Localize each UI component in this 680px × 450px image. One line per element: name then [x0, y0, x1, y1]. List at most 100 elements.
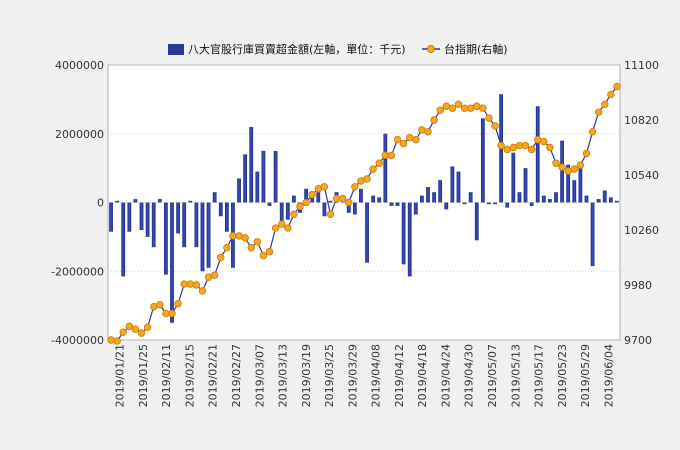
line-point-33 — [308, 190, 316, 199]
line-point-76 — [570, 165, 578, 173]
legend-line-label: 台指期(右軸) — [444, 42, 508, 56]
right-tick-3: 10260 — [624, 224, 659, 237]
line-point-52 — [424, 128, 432, 136]
line-point-71 — [540, 137, 548, 146]
x-tick-12: 2019/04/12 — [393, 344, 406, 407]
bar-series — [109, 94, 619, 323]
bar-25 — [261, 150, 266, 203]
line-point-32 — [302, 198, 310, 207]
x-axis-ticks: 2019/01/21 2019/01/25 2019/02/11 2019/02/15… — [114, 344, 616, 407]
bar-59 — [468, 192, 473, 203]
bar-33 — [310, 195, 315, 203]
bar-58 — [462, 202, 467, 205]
line-point-25 — [259, 251, 268, 260]
line-point-63 — [491, 122, 499, 130]
line-point-75 — [564, 167, 572, 175]
line-point-67 — [515, 141, 524, 150]
bar-47 — [395, 202, 400, 206]
line-point-27 — [271, 224, 280, 232]
line-point-3 — [125, 322, 134, 330]
bar-1 — [115, 200, 120, 203]
line-point-10 — [168, 309, 176, 318]
line-point-77 — [576, 161, 585, 169]
x-tick-2: 2019/02/11 — [160, 344, 173, 407]
bar-73 — [554, 192, 558, 203]
bar-8 — [157, 199, 162, 203]
bar-15 — [200, 202, 205, 272]
line-point-12 — [180, 280, 188, 288]
line-point-13 — [186, 280, 194, 288]
bar-4 — [133, 199, 138, 203]
x-tick-19: 2019/05/23 — [556, 344, 569, 407]
left-tick-3: -2000000 — [51, 265, 104, 278]
bar-53 — [432, 192, 436, 203]
line-point-43 — [369, 165, 377, 173]
bar-28 — [279, 202, 284, 224]
bar-10 — [170, 202, 174, 323]
x-tick-17: 2019/05/13 — [509, 344, 522, 407]
bar-16 — [206, 202, 211, 268]
x-tick-20: 2019/05/29 — [579, 344, 592, 407]
line-point-46 — [387, 151, 396, 160]
line-point-62 — [485, 114, 493, 122]
x-tick-13: 2019/04/18 — [416, 344, 429, 407]
line-point-23 — [247, 243, 255, 252]
x-tick-5: 2019/02/27 — [230, 344, 243, 407]
bar-77 — [578, 168, 583, 203]
bar-76 — [572, 180, 577, 203]
right-tick-5: 9700 — [624, 334, 652, 347]
legend-bar-swatch — [168, 44, 184, 55]
bar-21 — [237, 178, 241, 203]
bar-54 — [438, 180, 443, 203]
line-series — [107, 82, 621, 345]
line-point-73 — [552, 159, 560, 167]
line-point-15 — [198, 287, 207, 295]
line-point-69 — [527, 145, 536, 154]
line-point-82 — [607, 90, 615, 99]
bar-44 — [377, 197, 382, 203]
line-point-18 — [217, 253, 225, 262]
line-point-61 — [479, 104, 487, 112]
line-point-70 — [534, 135, 542, 144]
x-tick-14: 2019/04/24 — [439, 344, 452, 407]
bar-13 — [188, 200, 193, 203]
line-point-0 — [107, 336, 115, 344]
right-axis-ticks: 11100 10820 10540 10260 9980 9700 — [624, 59, 659, 347]
line-point-50 — [412, 135, 420, 144]
x-tick-7: 2019/03/13 — [277, 344, 290, 407]
bar-71 — [541, 195, 546, 203]
line-point-80 — [594, 108, 603, 116]
right-tick-0: 11100 — [624, 59, 659, 72]
line-point-20 — [229, 232, 237, 240]
bar-70 — [535, 106, 540, 203]
left-tick-0: 4000000 — [55, 59, 104, 72]
right-tick-4: 9980 — [624, 279, 652, 292]
bar-65 — [505, 202, 510, 208]
bar-7 — [151, 202, 156, 248]
x-tick-4: 2019/02/21 — [207, 344, 220, 407]
line-point-42 — [363, 175, 371, 183]
x-tick-18: 2019/05/17 — [533, 344, 546, 407]
line-point-38 — [338, 194, 347, 203]
line-point-22 — [241, 234, 249, 242]
bar-30 — [292, 195, 296, 203]
line-point-66 — [509, 143, 518, 152]
line-point-11 — [174, 299, 182, 308]
line-point-51 — [418, 126, 426, 134]
bar-79 — [590, 202, 595, 267]
line-point-30 — [290, 210, 298, 218]
line-point-16 — [204, 273, 213, 281]
line-point-17 — [210, 271, 219, 279]
bar-48 — [401, 202, 406, 265]
line-point-9 — [162, 309, 170, 318]
line-point-35 — [320, 183, 329, 191]
line-point-1 — [113, 337, 121, 345]
line-point-72 — [546, 143, 554, 152]
bar-72 — [548, 199, 552, 203]
right-tick-1: 10820 — [624, 114, 659, 127]
x-tick-10: 2019/03/29 — [346, 344, 359, 407]
bar-24 — [255, 171, 260, 203]
bar-14 — [194, 202, 199, 248]
bar-43 — [371, 195, 376, 203]
